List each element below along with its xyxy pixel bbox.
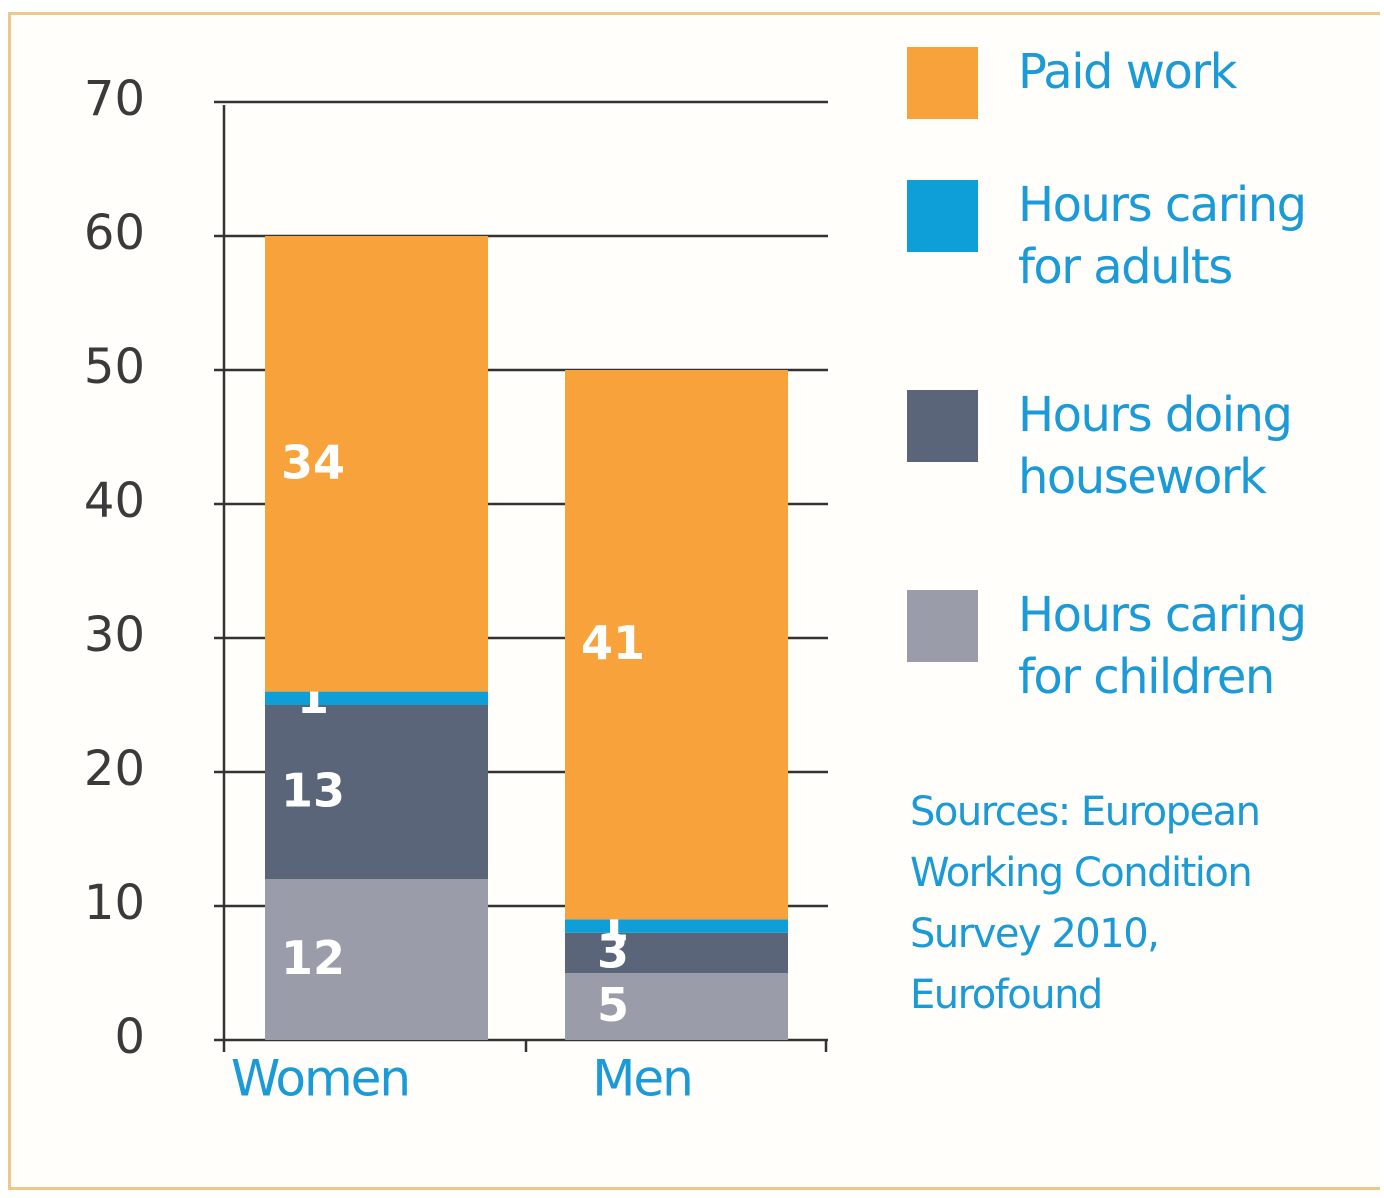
- y-tick-label: 40: [84, 473, 145, 529]
- data-label: 3: [597, 924, 629, 978]
- x-tick-label: Women: [231, 1050, 409, 1108]
- bar-segment: [565, 919, 788, 933]
- source-note: Sources: European Working Condition Surv…: [910, 789, 1261, 1018]
- data-label: 12: [281, 931, 345, 985]
- legend-swatch: [907, 47, 978, 119]
- y-tick-label: 60: [84, 205, 145, 261]
- bar-segment: [565, 370, 788, 920]
- data-label: 41: [581, 616, 645, 670]
- bar-segment: [265, 236, 488, 692]
- legend-swatch: [907, 590, 978, 662]
- y-tick-label: 30: [84, 607, 145, 663]
- data-label: 13: [281, 764, 345, 818]
- y-tick-label: 0: [114, 1009, 145, 1065]
- data-label: 5: [597, 978, 629, 1032]
- y-tick-label: 10: [84, 875, 145, 931]
- bar-segment: [265, 691, 488, 705]
- bar-segment: [265, 705, 488, 880]
- legend-label: Hours caring for children: [1018, 587, 1307, 705]
- bar-segment: [565, 932, 788, 973]
- legend-swatch: [907, 390, 978, 462]
- legend-swatch: [907, 180, 978, 252]
- y-tick-label: 50: [84, 339, 145, 395]
- bar-segment: [265, 879, 488, 1040]
- data-label: 34: [281, 435, 345, 489]
- legend-label: Hours doing housework: [1018, 387, 1293, 505]
- legend-label: Hours caring for adults: [1018, 177, 1307, 295]
- x-tick-label: Men: [592, 1050, 692, 1108]
- y-tick-label: 70: [84, 71, 145, 127]
- y-tick-label: 20: [84, 741, 145, 797]
- legend-label: Paid work: [1018, 44, 1237, 100]
- bar-segment: [565, 973, 788, 1040]
